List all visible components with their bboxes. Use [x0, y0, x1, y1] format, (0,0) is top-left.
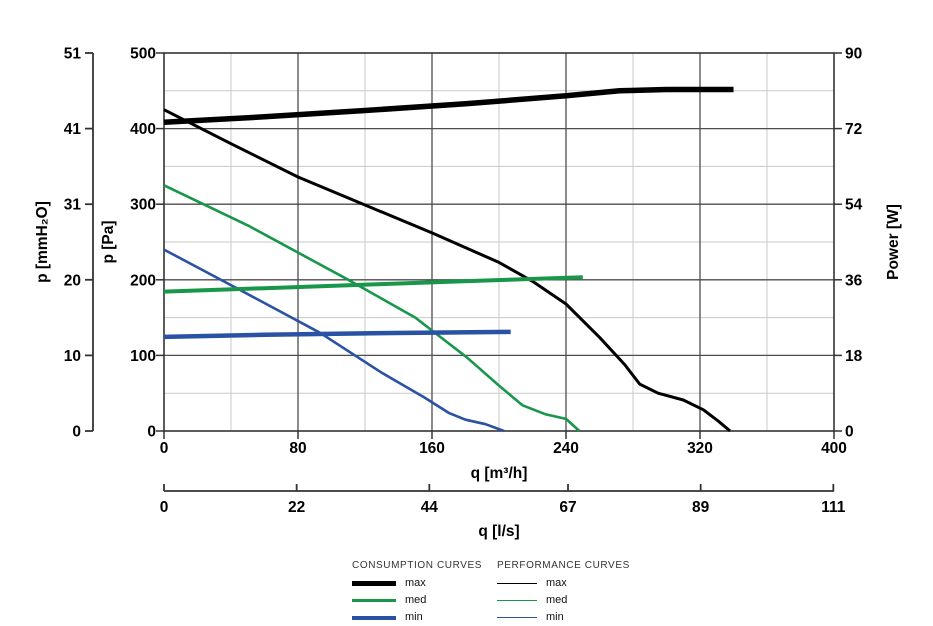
qm3h-tick-label: 400 [821, 440, 847, 457]
qm3h-tick-label: 80 [289, 440, 306, 457]
qls-tick-label: 67 [559, 499, 576, 516]
mmh2o-tick-label: 31 [64, 197, 82, 214]
legend-item-consumption-max: max [352, 575, 482, 592]
mmh2o-tick-label: 20 [64, 272, 81, 289]
qls-tick-label: 22 [288, 499, 305, 516]
pa-tick-label: 500 [130, 46, 156, 63]
legend-item-performance-max: max [497, 575, 630, 592]
pa-axis-title: p [Pa] [100, 220, 117, 263]
qm3h-axis-title: q [m³/h] [471, 465, 528, 482]
qls-axis-title: q [l/s] [478, 523, 519, 540]
pa-tick-label: 300 [130, 197, 156, 214]
legend-label: max [546, 577, 567, 589]
curve-consumption-min [163, 329, 511, 340]
qls-tick-label: 44 [421, 499, 439, 516]
legend-item-performance-min: min [497, 609, 630, 626]
legend-label: min [546, 611, 564, 623]
legend-item-performance-med: med [497, 592, 630, 609]
qls-tick-label: 111 [821, 499, 846, 516]
legend-item-consumption-med: med [352, 592, 482, 609]
legend-label: max [405, 577, 426, 589]
plot-frame [163, 52, 835, 432]
performance-med-swatch [497, 599, 537, 602]
legend-consumption-column: CONSUMPTION CURVES max med min [352, 560, 482, 626]
power-tick-label: 18 [845, 348, 863, 365]
qm3h-tick-label: 0 [160, 440, 169, 457]
pa-tick-label: 400 [130, 121, 156, 138]
mmh2o-tick-label: 10 [64, 348, 81, 365]
curve-consumption-max [163, 86, 734, 126]
power-axis-title: Power [W] [885, 204, 902, 280]
power-tick-label: 0 [845, 424, 854, 441]
curve-consumption-med [163, 275, 583, 294]
legend-performance-column: PERFORMANCE CURVES max med min [497, 560, 630, 626]
qm3h-tick-label: 240 [553, 440, 579, 457]
legend-label: med [405, 594, 427, 606]
power-tick-label: 72 [845, 121, 862, 138]
power-tick-label: 90 [845, 46, 862, 63]
curve-performance-min [163, 248, 505, 433]
legend-item-consumption-min: min [352, 609, 482, 626]
consumption-max-swatch [352, 581, 396, 586]
pa-tick-label: 0 [147, 424, 156, 441]
power-tick-label: 54 [845, 197, 863, 214]
qm3h-tick-label: 160 [419, 440, 445, 457]
qm3h-tick-label: 320 [687, 440, 713, 457]
consumption-min-swatch [352, 615, 396, 620]
curve-performance-max [163, 108, 732, 433]
legend-consumption-heading: CONSUMPTION CURVES [352, 560, 483, 571]
performance-max-swatch [497, 582, 537, 585]
power-tick-label: 36 [845, 272, 863, 289]
mmh2o-axis-title: p [mmH₂O] [34, 201, 51, 283]
pa-tick-label: 100 [130, 348, 156, 365]
qls-tick-label: 0 [160, 499, 169, 516]
mmh2o-tick-label: 51 [64, 46, 82, 63]
curve-performance-med [163, 184, 581, 432]
legend-label: min [405, 611, 423, 623]
legend-label: med [546, 594, 568, 606]
mmh2o-tick-label: 41 [64, 121, 82, 138]
qls-tick-label: 89 [692, 499, 710, 516]
mmh2o-tick-label: 0 [72, 424, 81, 441]
consumption-med-swatch [352, 599, 396, 602]
pa-tick-label: 200 [130, 272, 156, 289]
legend-performance-heading: PERFORMANCE CURVES [497, 560, 630, 571]
performance-min-swatch [497, 616, 537, 619]
